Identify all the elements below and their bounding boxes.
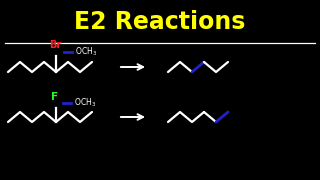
Text: Br: Br (49, 40, 61, 50)
Text: F: F (52, 92, 59, 102)
Text: OCH$_3$: OCH$_3$ (74, 97, 96, 109)
Text: E2 Reactions: E2 Reactions (74, 10, 246, 34)
Text: OCH$_3$: OCH$_3$ (75, 46, 97, 58)
